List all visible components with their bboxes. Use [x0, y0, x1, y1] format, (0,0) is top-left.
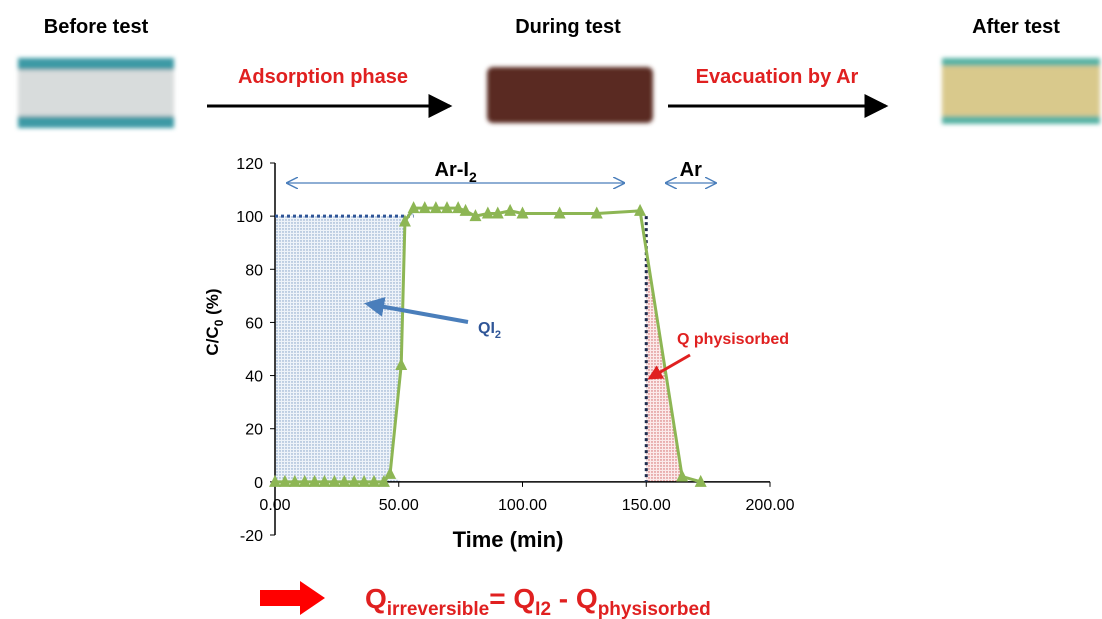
span-label-text: Ar [680, 159, 702, 181]
figure: Before test During test After test Adsor… [0, 0, 1102, 619]
formula-part: - Q [551, 583, 598, 614]
sample-after [942, 58, 1100, 124]
data-point [504, 204, 516, 216]
sample-before [18, 58, 174, 128]
x-tick-label: 200.00 [746, 497, 795, 514]
x-tick-label: 100.00 [498, 497, 547, 514]
span-label-sub: 2 [469, 169, 477, 185]
stage-label: After test [972, 16, 1060, 38]
y-label-part: C/C [203, 326, 222, 355]
x-tick-label: 0.00 [259, 497, 290, 514]
stage-label: During test [515, 16, 621, 38]
x-tick-label: 150.00 [622, 497, 671, 514]
formula-part: = Q [489, 583, 535, 614]
x-tick-label: 50.00 [379, 497, 419, 514]
sample-during [487, 67, 653, 123]
y-axis-label: C/C0 (%) [203, 288, 226, 355]
x-axis-label: Time (min) [453, 527, 564, 552]
y-tick-label: -20 [240, 528, 263, 545]
span-label: Ar [680, 159, 702, 181]
annotation-text: QI [478, 320, 495, 337]
phase-label: Evacuation by Ar [696, 66, 859, 88]
y-tick-label: 80 [245, 262, 263, 279]
y-tick-label: 120 [236, 156, 263, 173]
annotation-sub: 2 [495, 329, 501, 341]
formula-part: Q [365, 583, 387, 614]
y-tick-label: 20 [245, 422, 263, 439]
formula-sub: physisorbed [598, 599, 711, 619]
formula: Qirreversible= QI2 - Qphysisorbed [365, 583, 711, 619]
stage-label: Before test [44, 16, 149, 38]
chart: -20 0 20 40 60 80 100 120 0.00 50.00 100.00 150.00 2… [203, 156, 795, 552]
y-tick-label: 60 [245, 315, 263, 332]
page: Before test During test After test Adsor… [0, 0, 1102, 619]
annotation: Q physisorbed [677, 331, 789, 348]
formula-sub: I2 [535, 599, 551, 619]
formula-sub: irreversible [387, 599, 489, 619]
y-tick-label: 100 [236, 209, 263, 226]
span-label-text: Ar-I [435, 159, 469, 181]
y-tick-label: 40 [245, 369, 263, 386]
formula-arrow [260, 581, 325, 615]
y-label-part: (%) [203, 288, 222, 319]
annotation: QI2 [478, 320, 501, 341]
phase-label: Adsorption phase [238, 66, 408, 88]
y-tick-label: 0 [254, 475, 263, 492]
span-label: Ar-I2 [435, 159, 477, 185]
